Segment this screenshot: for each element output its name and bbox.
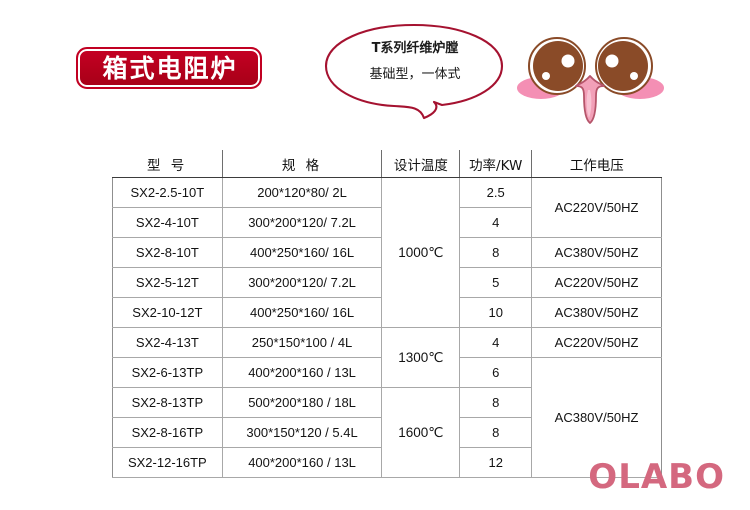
cell-voltage: AC380V/50HZ xyxy=(531,357,662,478)
cell-temperature: 1300℃ xyxy=(381,327,461,388)
table-body: SX2-2.5-10T 200*120*80/ 2L 1000℃ 2.5 AC220V/… xyxy=(112,177,662,478)
cell-model: SX2-8-16TP xyxy=(112,417,223,448)
cell-power: 12 xyxy=(459,447,533,478)
speech-bubble-shape xyxy=(324,23,504,120)
cell-model: SX2-12-16TP xyxy=(112,447,223,478)
table-header-row: 型 号 规 格 设计温度 功率/KW 工作电压 xyxy=(112,150,662,178)
table-row: SX2-10-12T 400*250*160/ 16L 10 AC380V/50HZ xyxy=(112,297,662,328)
cell-model: SX2-5-12T xyxy=(112,267,223,298)
cell-power: 2.5 xyxy=(459,177,533,208)
cell-model: SX2-6-13TP xyxy=(112,357,223,388)
olabo-logo: OLABO xyxy=(588,457,725,497)
cell-temperature: 1600℃ xyxy=(381,387,461,478)
header-power: 功率/KW xyxy=(459,150,533,178)
eye-left-icon xyxy=(528,37,586,95)
table-row: SX2-4-13T 250*150*100 / 4L 1300℃ 4 AC220V/50… xyxy=(112,327,662,388)
cell-voltage: AC220V/50HZ xyxy=(531,327,662,358)
cell-voltage: AC220V/50HZ xyxy=(531,267,662,298)
cell-power: 8 xyxy=(459,417,533,448)
cell-voltage: AC380V/50HZ xyxy=(531,297,662,328)
cell-voltage: AC380V/50HZ xyxy=(531,237,662,268)
specification-table: 型 号 规 格 设计温度 功率/KW 工作电压 SX2-2.5-10T 200*1… xyxy=(112,150,662,478)
cell-spec: 500*200*180 / 18L xyxy=(221,387,383,418)
cell-power: 6 xyxy=(459,357,533,388)
table-row: SX2-8-10T 400*250*160/ 16L 8 AC380V/50HZ xyxy=(112,237,662,268)
cell-spec: 400*200*160 / 13L xyxy=(221,447,383,478)
table-row: SX2-8-13TP 500*200*180 / 18L 1600℃ 8 xyxy=(112,387,662,478)
table-row: SX2-4-10T 300*200*120/ 7.2L 4 xyxy=(112,207,662,238)
cell-spec: 400*250*160/ 16L xyxy=(221,237,383,268)
header-voltage: 工作电压 xyxy=(531,150,662,178)
cell-spec: 300*150*120 / 5.4L xyxy=(221,417,383,448)
cell-model: SX2-4-10T xyxy=(112,207,223,238)
table-row: SX2-8-16TP 300*150*120 / 5.4L 8 xyxy=(112,417,662,448)
cell-power: 5 xyxy=(459,267,533,298)
table-row: SX2-2.5-10T 200*120*80/ 2L 1000℃ 2.5 AC220V/… xyxy=(112,177,662,328)
cell-model: SX2-10-12T xyxy=(112,297,223,328)
cell-temperature: 1000℃ xyxy=(381,177,461,328)
mouth-icon xyxy=(575,75,605,124)
product-title-text: 箱式电阻炉 xyxy=(102,53,238,83)
table-header: 型 号 规 格 设计温度 功率/KW 工作电压 xyxy=(112,150,662,178)
cell-model: SX2-8-10T xyxy=(112,237,223,268)
table-row: SX2-5-12T 300*200*120/ 7.2L 5 AC220V/50HZ xyxy=(112,267,662,298)
table-row: SX2-6-13TP 400*200*160 / 13L 6 AC380V/50HZ xyxy=(112,357,662,478)
cell-model: SX2-4-13T xyxy=(112,327,223,358)
eye-right-icon xyxy=(595,37,653,95)
cell-power: 10 xyxy=(459,297,533,328)
cell-spec: 200*120*80/ 2L xyxy=(221,177,383,208)
cell-voltage: AC220V/50HZ xyxy=(531,177,662,238)
header-temperature: 设计温度 xyxy=(381,150,461,178)
cell-spec: 250*150*100 / 4L xyxy=(221,327,383,358)
cell-power: 4 xyxy=(459,327,533,358)
header-model: 型 号 xyxy=(112,150,223,178)
mascot-face xyxy=(512,28,668,128)
cell-power: 4 xyxy=(459,207,533,238)
table-row: SX2-12-16TP 400*200*160 / 13L 12 xyxy=(112,447,662,478)
speech-bubble-line-2: 基础型，一体式 xyxy=(369,67,461,82)
cell-spec: 400*200*160 / 13L xyxy=(221,357,383,388)
header-spec: 规 格 xyxy=(222,150,383,178)
speech-bubble-text: T系列纤维炉膛 基础型，一体式 xyxy=(334,39,496,86)
product-title-badge: 箱式电阻炉 xyxy=(76,47,262,89)
cell-model: SX2-2.5-10T xyxy=(112,177,223,208)
cell-spec: 300*200*120/ 7.2L xyxy=(221,207,383,238)
cell-spec: 400*250*160/ 16L xyxy=(221,297,383,328)
cell-power: 8 xyxy=(459,387,533,418)
speech-bubble: T系列纤维炉膛 基础型，一体式 xyxy=(316,22,512,126)
cell-spec: 300*200*120/ 7.2L xyxy=(221,267,383,298)
cell-model: SX2-8-13TP xyxy=(112,387,223,418)
cell-power: 8 xyxy=(459,237,533,268)
speech-bubble-line-1: T系列纤维炉膛 xyxy=(371,41,459,56)
